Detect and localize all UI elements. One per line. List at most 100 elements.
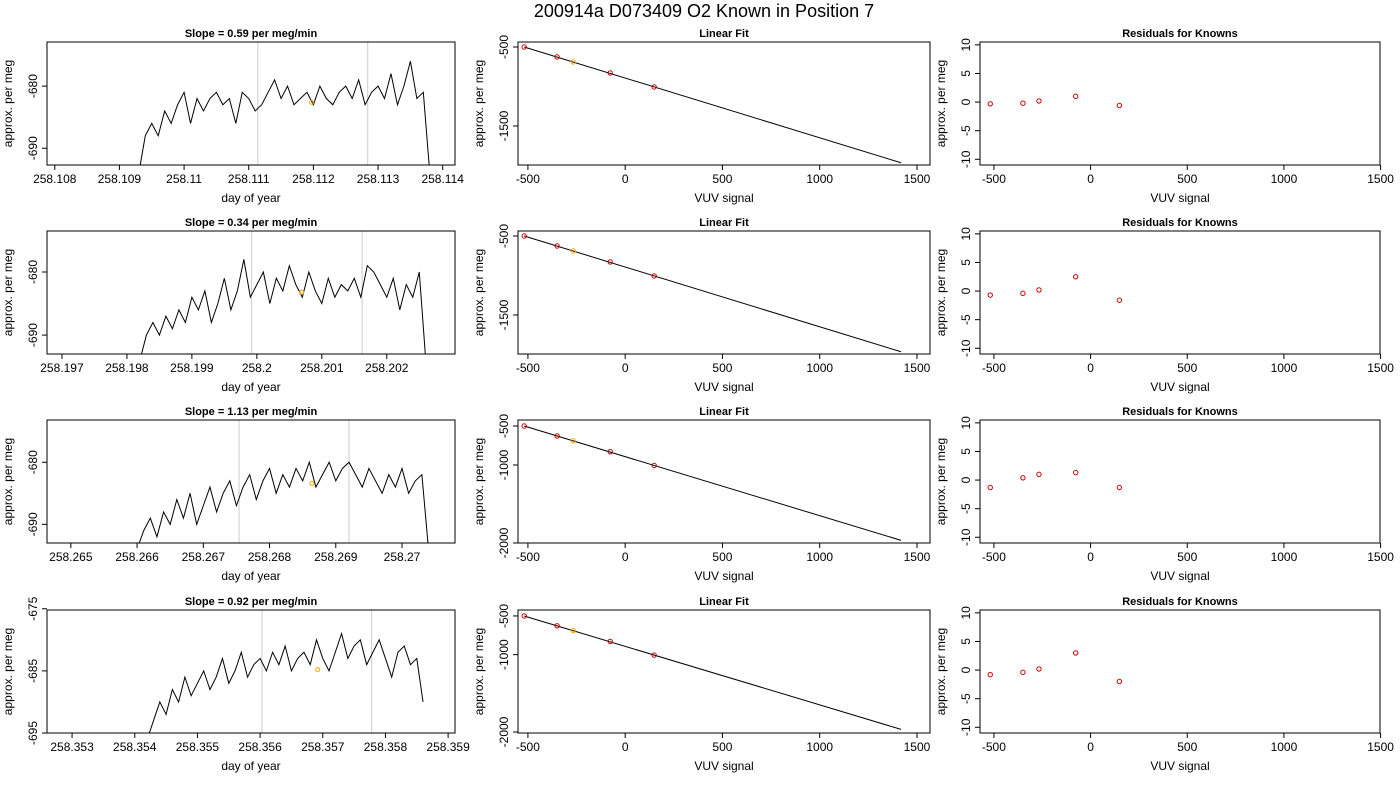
plot-frame	[979, 41, 1381, 166]
point	[987, 671, 993, 678]
x-tick-label: 258.112	[292, 172, 335, 186]
x-tick-label: 1500	[1367, 172, 1394, 186]
y-tick-label: -10	[959, 339, 973, 357]
point	[1036, 471, 1042, 478]
point	[521, 423, 527, 429]
plot-frame	[46, 230, 456, 355]
point	[1036, 287, 1042, 293]
y-tick-label: 5	[959, 638, 973, 645]
panel: Residuals for Knowns VUV signal approx. pe…	[934, 406, 1394, 583]
point	[554, 623, 560, 629]
y-tick-label: -5	[959, 314, 973, 325]
plot-frame	[46, 419, 456, 544]
fit-line	[524, 425, 902, 541]
panel-title: Residuals for Knowns	[1122, 406, 1238, 418]
y-tick-label: -5	[959, 503, 973, 514]
x-tick-label: 0	[622, 740, 629, 754]
plot-frame	[517, 419, 931, 544]
plot-area	[987, 274, 1123, 303]
plot-area	[139, 42, 430, 165]
x-tick-label: 258.198	[105, 361, 149, 375]
plot-area	[521, 423, 902, 541]
y-tick-label: -500	[497, 604, 511, 628]
point	[521, 44, 527, 50]
y-axis-label: approx. per meg	[1, 438, 15, 525]
y-tick-label: -690	[26, 136, 40, 160]
plot-frame	[517, 41, 931, 166]
x-tick-label: 258.197	[40, 361, 84, 375]
x-tick-label: 1000	[1271, 361, 1298, 375]
figure-title: 200914a D073409 O2 Known in Position 7	[534, 1, 874, 21]
y-tick-label: -680	[26, 450, 40, 474]
x-tick-label: 500	[712, 172, 732, 186]
point	[651, 462, 657, 469]
point	[987, 484, 993, 491]
point	[554, 433, 560, 439]
x-axis-label: day of year	[221, 759, 280, 773]
fit-line	[524, 46, 902, 164]
highlight-point	[309, 480, 315, 486]
x-tick-label: 1500	[1367, 550, 1394, 564]
panel-title: Residuals for Knowns	[1122, 28, 1238, 40]
panel-title: Residuals for Knowns	[1122, 217, 1238, 229]
panel: Slope = 1.13 per meg/min day of year appro…	[1, 406, 456, 583]
x-tick-label: 1500	[904, 740, 931, 754]
y-tick-label: -5	[959, 693, 973, 704]
x-tick-label: -500	[982, 550, 1006, 564]
x-tick-label: 1500	[904, 361, 931, 375]
x-tick-label: 258.267	[182, 550, 226, 564]
fit-line	[524, 615, 902, 730]
point	[1072, 469, 1079, 476]
x-tick-label: 1000	[806, 361, 833, 375]
point	[1020, 290, 1026, 297]
x-tick-label: 258.355	[176, 740, 220, 754]
x-axis-label: day of year	[221, 380, 280, 394]
point	[570, 248, 576, 254]
y-tick-label: -695	[26, 721, 40, 745]
point	[1036, 98, 1042, 104]
x-axis-label: VUV signal	[694, 191, 753, 205]
x-tick-label: 258.354	[113, 740, 157, 754]
x-tick-label: 258.265	[49, 550, 93, 564]
plot-area	[521, 44, 902, 164]
point	[570, 627, 576, 634]
y-tick-label: 10	[959, 38, 973, 52]
x-axis-label: VUV signal	[1150, 191, 1209, 205]
y-tick-label: -675	[26, 596, 40, 620]
y-axis-label: approx. per meg	[934, 438, 948, 525]
x-tick-label: 1000	[1271, 740, 1298, 754]
plot-frame	[979, 230, 1381, 355]
panel-title: Slope = 0.92 per meg/min	[185, 596, 318, 608]
x-tick-label: 0	[622, 172, 629, 186]
point	[1116, 297, 1123, 303]
point	[554, 243, 560, 249]
y-tick-label: -690	[26, 512, 40, 536]
y-tick-label: -10	[959, 150, 973, 168]
x-tick-label: 500	[712, 550, 732, 564]
point	[554, 54, 560, 60]
point	[607, 259, 613, 265]
point	[1116, 484, 1123, 491]
x-tick-label: 1500	[1367, 361, 1394, 375]
y-tick-label: -1000	[497, 449, 511, 480]
panel: Residuals for Knowns VUV signal approx. pe…	[934, 596, 1394, 773]
plot-frame	[46, 41, 456, 166]
point	[1116, 678, 1123, 685]
panel: Slope = 0.92 per meg/min day of year appro…	[1, 596, 470, 773]
y-tick-label: -1500	[497, 299, 511, 330]
plot-frame	[46, 609, 456, 734]
y-tick-label: -500	[497, 414, 511, 438]
x-tick-label: -500	[516, 550, 540, 564]
plot-area	[521, 613, 902, 730]
point	[651, 84, 657, 90]
x-tick-label: 1500	[904, 550, 931, 564]
x-tick-label: 1000	[806, 172, 833, 186]
x-tick-label: 1500	[1367, 740, 1394, 754]
x-tick-label: -500	[982, 172, 1006, 186]
panel-title: Slope = 0.59 per meg/min	[185, 28, 318, 40]
y-tick-label: -1500	[497, 110, 511, 141]
plot-area	[987, 93, 1123, 109]
x-tick-label: 500	[1177, 172, 1197, 186]
point	[1020, 100, 1026, 106]
